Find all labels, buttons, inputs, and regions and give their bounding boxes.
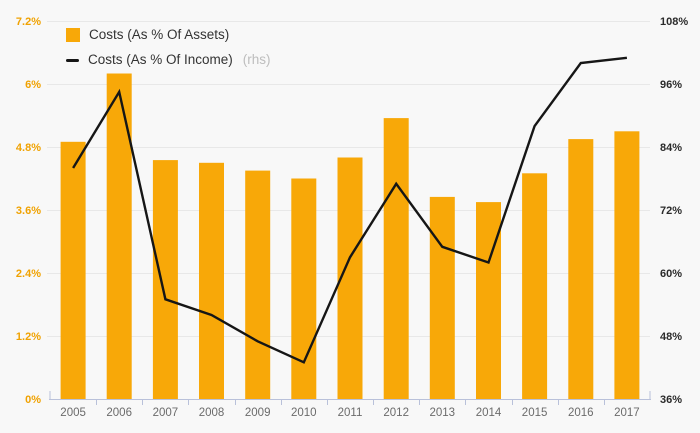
x-axis-label-2007: 2007: [153, 407, 179, 419]
x-axis-label-2014: 2014: [476, 407, 502, 419]
x-axis-label-2009: 2009: [245, 407, 271, 419]
right-axis-tick-label: 48%: [660, 331, 682, 343]
bar-2014: [476, 202, 501, 399]
legend-item-costs-income: Costs (As % Of Income) (rhs): [66, 52, 271, 68]
bar-2009: [245, 170, 271, 399]
left-axis-tick-label: 4.8%: [16, 142, 41, 154]
bar-2005: [60, 141, 86, 400]
x-axis-label-2010: 2010: [291, 407, 317, 419]
x-axis-label-2005: 2005: [60, 407, 86, 419]
x-axis-label-2016: 2016: [568, 407, 594, 419]
right-axis-tick-label: 72%: [660, 205, 682, 217]
legend-label-costs-assets: Costs (As % Of Assets): [89, 27, 230, 42]
line-series-swatch: [66, 58, 79, 62]
bar-2008: [199, 162, 224, 400]
left-axis-tick-label: 6%: [25, 79, 41, 91]
legend-rhs-note: (rhs): [242, 52, 271, 67]
bar-2012: [383, 118, 409, 399]
bar-series-swatch: [66, 28, 80, 42]
x-axis-label-2015: 2015: [522, 407, 548, 419]
left-axis-tick-label: 7.2%: [16, 16, 41, 28]
bar-2010: [291, 178, 317, 399]
bar-2007: [152, 160, 178, 399]
x-axis-label-2017: 2017: [614, 407, 640, 419]
right-axis-tick-label: 60%: [660, 268, 682, 280]
bar-2006: [106, 73, 132, 399]
left-axis-tick-label: 0%: [25, 394, 41, 406]
right-axis-tick-label: 96%: [660, 79, 682, 91]
left-axis-tick-label: 1.2%: [16, 331, 41, 343]
legend-item-costs-assets: Costs (As % Of Assets): [66, 27, 271, 43]
bar-2013: [429, 196, 455, 399]
legend: Costs (As % Of Assets) Costs (As % Of In…: [66, 27, 271, 68]
line-costs-of-income: [72, 56, 628, 364]
bar-2015: [522, 173, 548, 400]
x-axis-label-2011: 2011: [338, 407, 363, 419]
x-axis-label-2008: 2008: [199, 407, 225, 419]
legend-label-costs-income: Costs (As % Of Income): [88, 52, 233, 67]
left-axis-tick-label: 2.4%: [16, 268, 41, 280]
x-axis-label-2013: 2013: [430, 407, 456, 419]
bar-2017: [614, 131, 640, 400]
right-axis-tick-label: 84%: [660, 142, 682, 154]
bar-2016: [568, 139, 594, 399]
right-axis-tick-label: 36%: [660, 394, 682, 406]
x-axis-label-2006: 2006: [106, 407, 132, 419]
left-axis-tick-label: 3.6%: [16, 205, 41, 217]
right-axis-tick-label: 108%: [660, 16, 688, 28]
x-axis-label-2012: 2012: [383, 407, 409, 419]
